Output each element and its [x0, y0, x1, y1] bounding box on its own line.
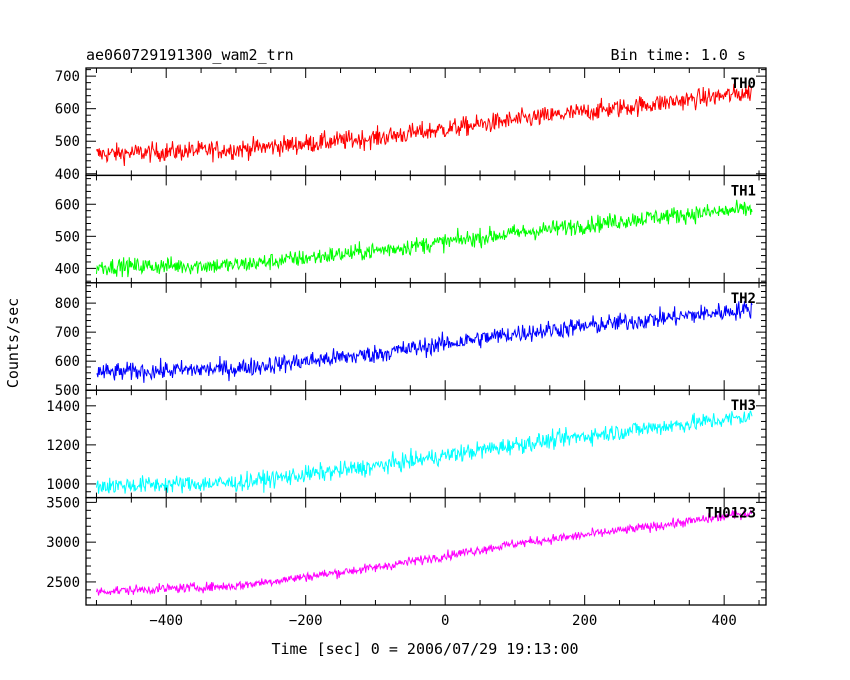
y-tick-label-th3: 1400 [46, 399, 80, 415]
x-tick-label: 200 [572, 613, 597, 629]
y-tick-label-th0: 400 [55, 167, 80, 183]
y-tick-label-th1: 500 [55, 229, 80, 245]
y-tick-label-th1: 600 [55, 197, 80, 213]
y-tick-label-th2: 800 [55, 296, 80, 312]
x-tick-label: 0 [441, 613, 449, 629]
panel-label-th1: TH1 [731, 183, 756, 199]
panel-frame-th0123 [85, 496, 767, 606]
chart-title: ae060729191300_wam2_trn [86, 46, 294, 64]
series-line-th0 [96, 83, 753, 166]
y-tick-label-th0: 500 [55, 134, 80, 150]
panel-frame-th0 [85, 67, 767, 177]
y-tick-label-th1: 400 [55, 261, 80, 277]
y-tick-label-th0123: 2500 [46, 575, 80, 591]
y-tick-label-th0: 600 [55, 102, 80, 118]
x-tick-label: 400 [712, 613, 737, 629]
y-tick-label-th0: 700 [55, 69, 80, 85]
x-axis-label: Time [sec] 0 = 2006/07/29 19:13:00 [271, 640, 578, 658]
y-axis-label: Counts/sec [4, 298, 22, 388]
series-line-th0123 [95, 509, 753, 596]
panel-label-th0: TH0 [731, 76, 756, 92]
panel-label-th2: TH2 [731, 291, 756, 307]
series-line-th1 [95, 199, 753, 278]
x-tick-label: −200 [289, 613, 323, 629]
panels-group: 400 500 600 700 TH0 400 500 600 TH1 500 600 700 800 T… [46, 67, 767, 629]
y-tick-label-th3: 1000 [46, 477, 80, 493]
x-tick-label: −400 [149, 613, 183, 629]
bin-time-label: Bin time: 1.0 s [611, 46, 746, 64]
panel-label-th0123: TH0123 [705, 506, 756, 522]
series-line-th3 [95, 410, 753, 494]
y-tick-label-th0123: 3500 [46, 495, 80, 511]
y-tick-label-th0123: 3000 [46, 535, 80, 551]
y-tick-label-th2: 500 [55, 383, 80, 399]
y-tick-label-th2: 700 [55, 325, 80, 341]
y-tick-label-th2: 600 [55, 354, 80, 370]
series-line-th2 [96, 301, 753, 383]
panel-label-th3: TH3 [731, 398, 756, 414]
y-tick-label-th3: 1200 [46, 438, 80, 454]
